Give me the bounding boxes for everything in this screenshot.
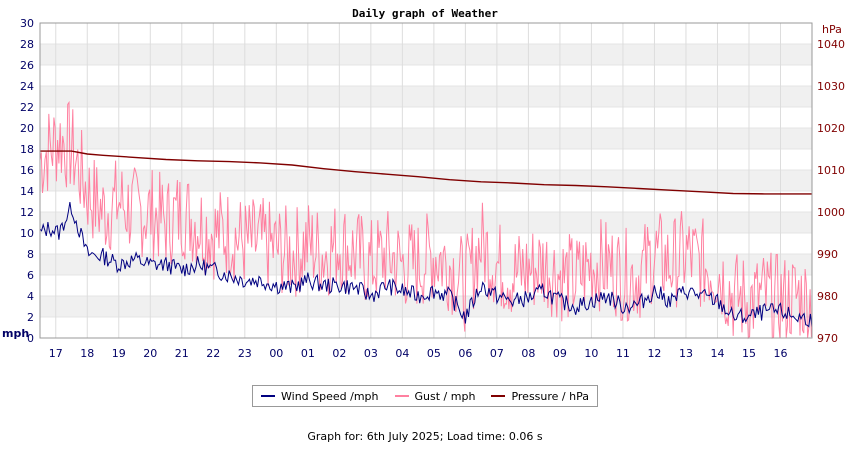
left-axis-tick-label: 16	[20, 164, 34, 177]
x-axis-tick-label: 09	[553, 347, 567, 360]
x-axis-tick-label: 23	[238, 347, 252, 360]
x-axis-tick-label: 11	[616, 347, 630, 360]
chart-legend: Wind Speed /mph Gust / mph Pressure / hP…	[252, 385, 598, 407]
left-axis-tick-label: 12	[20, 206, 34, 219]
left-axis-tick-label: 6	[27, 269, 34, 282]
legend-label-wind: Wind Speed /mph	[281, 389, 379, 403]
x-axis-tick-label: 22	[206, 347, 220, 360]
x-axis-tick-label: 00	[269, 347, 283, 360]
right-axis-tick-label: 1010	[817, 164, 845, 177]
right-axis-label: hPa	[822, 23, 842, 36]
legend-swatch-wind	[261, 395, 275, 397]
left-axis-tick-label: 10	[20, 227, 34, 240]
left-axis-tick-label: 22	[20, 101, 34, 114]
x-axis-tick-label: 12	[647, 347, 661, 360]
grid-band	[40, 191, 812, 212]
left-axis-tick-label: 0	[27, 332, 34, 345]
grid-band	[40, 107, 812, 128]
grid-band	[40, 128, 812, 149]
grid-band	[40, 296, 812, 317]
x-axis-tick-label: 03	[364, 347, 378, 360]
series-wind-line	[39, 202, 813, 328]
x-axis-tick-label: 04	[395, 347, 409, 360]
right-axis-tick-label: 980	[817, 290, 838, 303]
grid-band	[40, 212, 812, 233]
x-axis-tick-label: 01	[301, 347, 315, 360]
legend-item-wind: Wind Speed /mph	[261, 390, 379, 403]
right-axis-tick-label: 1040	[817, 38, 845, 51]
right-axis-tick-label: 970	[817, 332, 838, 345]
left-axis-tick-label: 24	[20, 80, 34, 93]
x-axis-tick-label: 19	[112, 347, 126, 360]
x-axis-tick-label: 20	[143, 347, 157, 360]
right-axis-tick-label: 1020	[817, 122, 845, 135]
chart-title: Daily graph of Weather	[352, 7, 498, 20]
series-gust-line	[39, 100, 812, 340]
x-axis-tick-label: 17	[49, 347, 63, 360]
grid-band	[40, 170, 812, 191]
x-axis-tick-label: 07	[490, 347, 504, 360]
plot-series	[39, 100, 813, 340]
x-axis-tick-label: 02	[332, 347, 346, 360]
x-axis-tick-label: 10	[584, 347, 598, 360]
left-axis-label: mph	[2, 327, 29, 340]
x-axis-tick-label: 06	[458, 347, 472, 360]
x-axis-tick-label: 14	[710, 347, 724, 360]
x-axis-tick-label: 18	[80, 347, 94, 360]
left-axis-tick-label: 14	[20, 185, 34, 198]
legend-item-pressure: Pressure / hPa	[491, 390, 589, 403]
grid-band	[40, 275, 812, 296]
series-pressure-line	[40, 150, 812, 195]
x-axis-tick-label: 13	[679, 347, 693, 360]
left-axis-tick-label: 20	[20, 122, 34, 135]
right-axis-tick-label: 1000	[817, 206, 845, 219]
x-axis-tick-label: 05	[427, 347, 441, 360]
left-axis-tick-label: 26	[20, 59, 34, 72]
legend-swatch-gust	[394, 395, 409, 397]
plot-frame	[39, 22, 813, 339]
grid-band	[40, 86, 812, 107]
x-axis-tick-label: 21	[175, 347, 189, 360]
left-axis-tick-label: 8	[27, 248, 34, 261]
left-axis-tick-label: 18	[20, 143, 34, 156]
x-axis-tick-label: 08	[521, 347, 535, 360]
left-axis-tick-label: 30	[20, 17, 34, 30]
left-axis-tick-label: 4	[27, 290, 34, 303]
right-axis-tick-label: 990	[817, 248, 838, 261]
legend-item-gust: Gust / mph	[394, 389, 476, 403]
legend-label-pressure: Pressure / hPa	[511, 389, 589, 403]
legend-label-gust: Gust / mph	[414, 389, 476, 403]
grid-band	[40, 65, 812, 86]
left-axis-tick-label: 28	[20, 38, 34, 51]
grid-band	[40, 44, 812, 65]
right-axis-tick-label: 1030	[817, 80, 845, 93]
legend-swatch-pressure	[491, 395, 506, 397]
left-axis-tick-label: 2	[27, 311, 34, 324]
plot-grid	[40, 22, 812, 339]
grid-band	[40, 317, 812, 338]
x-axis-tick-label: 15	[742, 347, 756, 360]
x-axis-tick-label: 16	[773, 347, 787, 360]
grid-band	[40, 149, 812, 170]
grid-band	[40, 23, 812, 44]
footer-load-info: Graph for: 6th July 2025; Load time: 0.0…	[307, 430, 543, 443]
